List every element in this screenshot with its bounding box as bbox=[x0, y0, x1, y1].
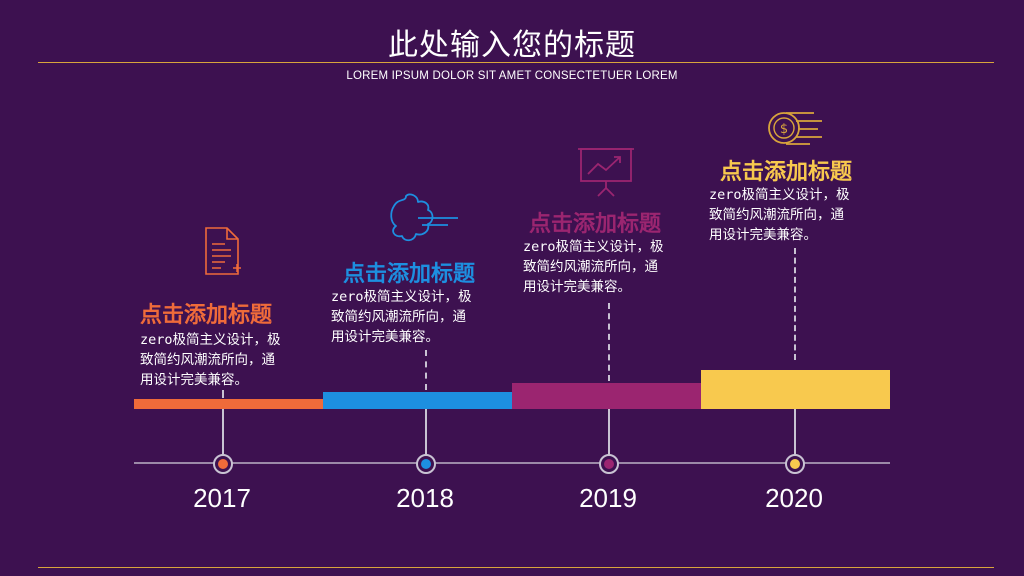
timeline-axis bbox=[134, 462, 890, 464]
page-title: 此处输入您的标题 bbox=[388, 28, 636, 63]
connector-2018 bbox=[425, 350, 427, 390]
desc-line: 致简约风潮流所向，通 bbox=[523, 259, 658, 275]
year-label-2017: 2017 bbox=[193, 483, 251, 513]
desc-line: 致简约风潮流所向，通 bbox=[709, 207, 844, 223]
desc-line: 致简约风潮流所向，通 bbox=[331, 309, 466, 325]
timeline-node-2017 bbox=[213, 454, 233, 474]
desc-line: 用设计完美兼容。 bbox=[140, 372, 248, 388]
desc-line: 用设计完美兼容。 bbox=[331, 329, 439, 345]
connector-2017 bbox=[222, 390, 224, 398]
desc-line: 用设计完美兼容。 bbox=[709, 227, 817, 243]
stem-2020 bbox=[794, 409, 796, 456]
puzzle-icon bbox=[388, 192, 460, 244]
timeline-node-2019 bbox=[599, 454, 619, 474]
stem-2017 bbox=[222, 409, 224, 456]
desc-line: 用设计完美兼容。 bbox=[523, 279, 631, 295]
step-bar-2017 bbox=[134, 399, 323, 409]
bottom-divider bbox=[38, 567, 994, 568]
desc-line: zero极简主义设计，极 bbox=[709, 187, 850, 203]
milestone-title-2020: 点击添加标题 bbox=[720, 160, 853, 185]
desc-line: 致简约风潮流所向，通 bbox=[140, 352, 275, 368]
year-label-2018: 2018 bbox=[396, 483, 454, 513]
connector-2020 bbox=[794, 248, 796, 360]
document-icon bbox=[203, 226, 243, 276]
milestone-desc-2020: zero极简主义设计，极 致简约风潮流所向，通 用设计完美兼容。 bbox=[709, 185, 885, 245]
timeline-node-2018 bbox=[416, 454, 436, 474]
stem-2019 bbox=[608, 409, 610, 456]
stem-2018 bbox=[425, 409, 427, 456]
timeline-node-2020 bbox=[785, 454, 805, 474]
milestone-desc-2018: zero极简主义设计，极 致简约风潮流所向，通 用设计完美兼容。 bbox=[331, 287, 507, 347]
milestone-title-2018: 点击添加标题 bbox=[343, 262, 476, 287]
desc-line: zero极简主义设计，极 bbox=[331, 289, 472, 305]
page-subtitle: LOREM IPSUM DOLOR SIT AMET CONSECTETUER … bbox=[346, 70, 678, 82]
step-bar-2020 bbox=[701, 370, 890, 409]
svg-text:$: $ bbox=[780, 122, 788, 137]
fast-coin-icon: $ bbox=[764, 108, 824, 150]
connector-2019 bbox=[608, 303, 610, 381]
desc-line: zero极简主义设计，极 bbox=[523, 239, 664, 255]
step-bar-2019 bbox=[512, 383, 701, 409]
presentation-chart-icon bbox=[578, 146, 634, 198]
step-bar-2018 bbox=[323, 392, 512, 409]
milestone-desc-2019: zero极简主义设计，极 致简约风潮流所向，通 用设计完美兼容。 bbox=[523, 237, 699, 297]
year-label-2020: 2020 bbox=[765, 483, 823, 513]
desc-line: zero极简主义设计，极 bbox=[140, 332, 281, 348]
year-label-2019: 2019 bbox=[579, 483, 637, 513]
milestone-title-2019: 点击添加标题 bbox=[529, 212, 662, 237]
milestone-title-2017: 点击添加标题 bbox=[140, 303, 273, 328]
milestone-desc-2017: zero极简主义设计，极 致简约风潮流所向，通 用设计完美兼容。 bbox=[140, 330, 316, 390]
top-divider bbox=[38, 62, 994, 63]
